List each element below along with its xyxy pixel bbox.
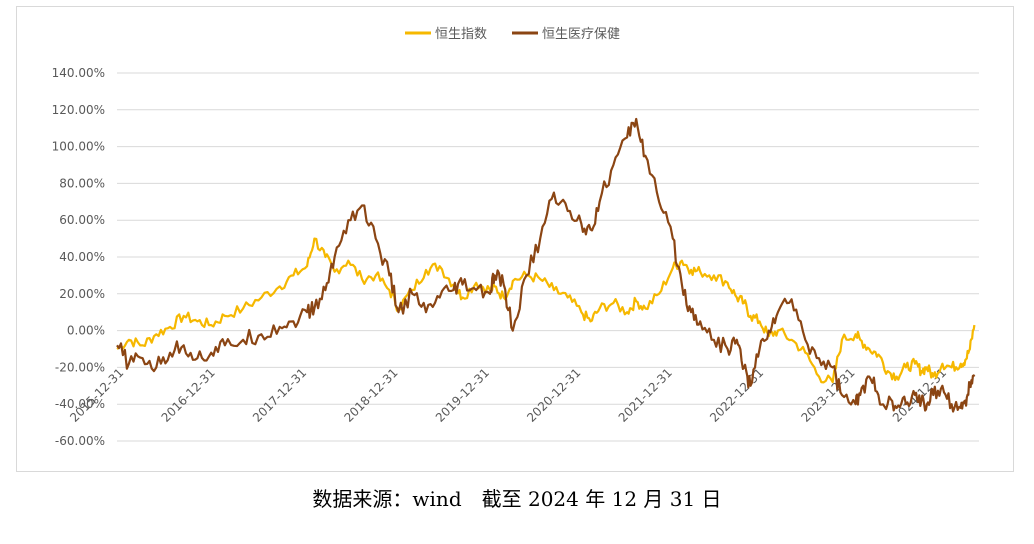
y-tick-label: -20.00% xyxy=(55,360,105,374)
chart-legend: 恒生指数 恒生医疗保健 xyxy=(405,27,620,42)
y-axis-ticks: -60.00% -40.00% -20.00% 0.00% 20.00% 40.00% 60… xyxy=(52,66,105,448)
x-tick-label: 2021-12-31 xyxy=(616,366,675,425)
y-tick-label: 140.00% xyxy=(52,66,105,80)
x-tick-label: 2022-12-31 xyxy=(707,366,766,425)
x-tick-label: 2015-12-31 xyxy=(67,366,126,425)
y-tick-label: -40.00% xyxy=(55,397,105,411)
series-lines xyxy=(116,117,976,413)
y-tick-label: 0.00% xyxy=(67,324,105,338)
y-tick-label: -60.00% xyxy=(55,434,105,448)
x-tick-label: 2020-12-31 xyxy=(524,366,583,425)
series-line xyxy=(116,117,976,413)
gridlines xyxy=(117,72,979,442)
line-chart: 恒生指数 恒生医疗保健 -60.00% -40.00% -20.00% 0.00% 20… xyxy=(52,27,979,448)
legend-label-hsi: 恒生指数 xyxy=(435,27,487,42)
series-line xyxy=(116,237,976,384)
y-tick-label: 120.00% xyxy=(52,103,105,117)
x-tick-label: 2017-12-31 xyxy=(250,366,309,425)
y-tick-label: 20.00% xyxy=(59,287,105,301)
y-tick-label: 60.00% xyxy=(59,213,105,227)
y-tick-label: 40.00% xyxy=(59,250,105,264)
source-caption: 数据来源：wind 截至 2024 年 12 月 31 日 xyxy=(312,487,722,511)
x-tick-label: 2019-12-31 xyxy=(433,366,492,425)
y-tick-label: 100.00% xyxy=(52,140,105,154)
chart-frame: 恒生指数 恒生医疗保健 -60.00% -40.00% -20.00% 0.00% 20… xyxy=(16,6,1014,472)
x-tick-label: 2018-12-31 xyxy=(341,366,400,425)
x-tick-label: 2016-12-31 xyxy=(159,366,218,425)
y-tick-label: 80.00% xyxy=(59,176,105,190)
legend-label-healthcare: 恒生医疗保健 xyxy=(542,27,620,42)
